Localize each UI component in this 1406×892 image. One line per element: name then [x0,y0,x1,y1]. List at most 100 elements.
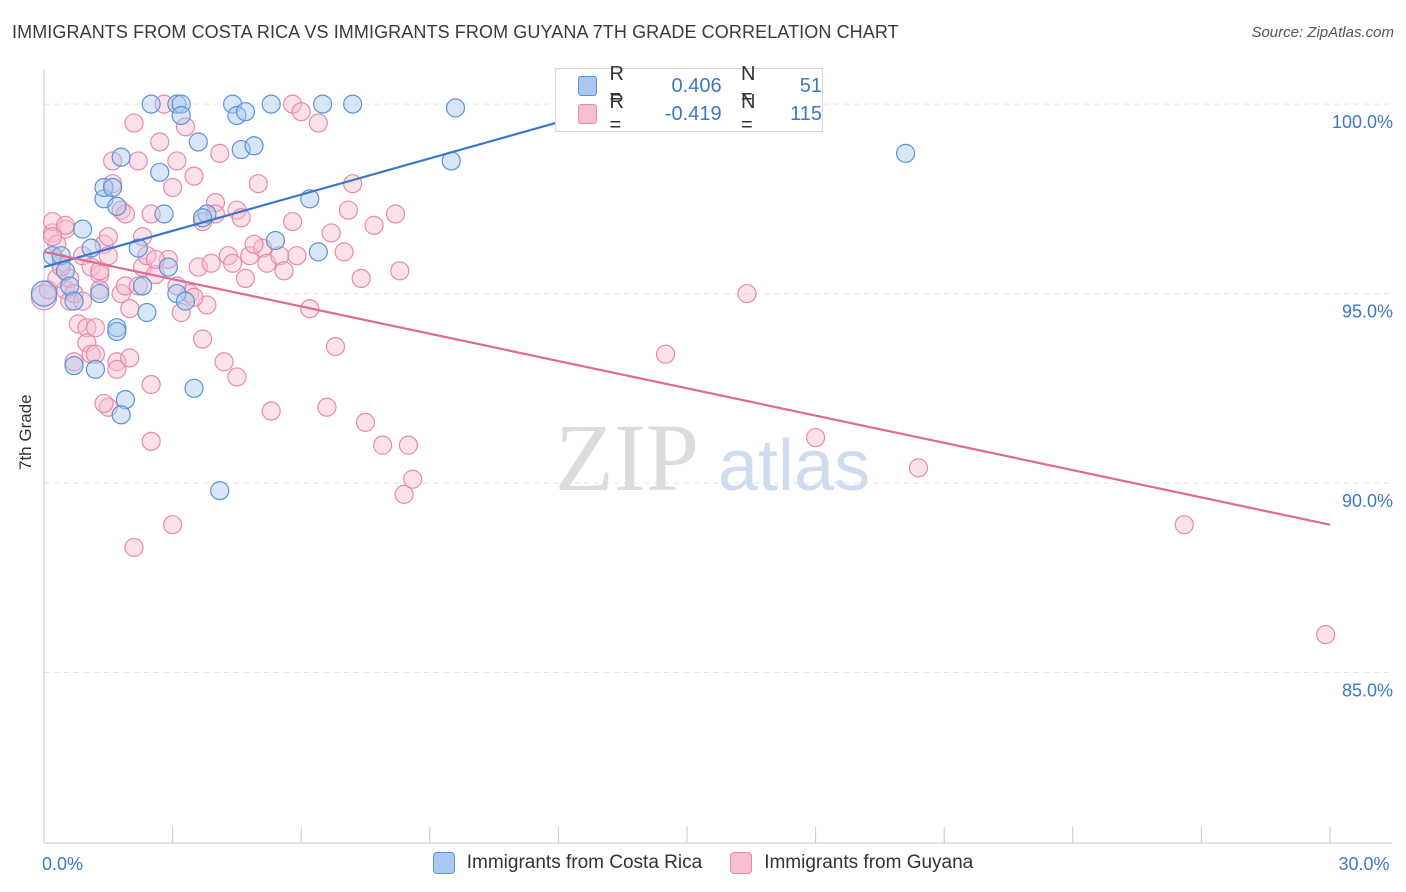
legend-row-guyana: R = -0.419 N = 115 [578,91,822,136]
legend-r-label: R = [609,63,624,108]
guyana-point [107,359,127,379]
guyana-point [283,211,303,232]
guyana-point [141,431,161,451]
costa-rica-point [158,257,178,277]
legend-item-costa-rica[interactable]: Immigrants from Costa Rica [432,852,703,874]
guyana-point [351,268,371,289]
costa-rica-point [150,162,170,182]
costa-rica-point [85,359,106,379]
guyana-point [124,113,144,133]
guyana-point [248,174,268,194]
guyana-point [167,151,187,171]
costa-rica-point [210,481,230,501]
costa-rica-point [171,105,191,126]
costa-rica-trendline [43,103,623,269]
legend-r-label: R = [609,91,624,136]
costa-rica-point [30,280,58,307]
costa-rica-point [231,139,251,160]
costa-rica-point [261,94,281,114]
guyana-point [355,412,376,432]
costa-rica-point [137,302,157,323]
y-tick-label: 100.0% [1332,112,1393,132]
watermark-atlas: atlas [718,426,870,506]
guyana-point [210,143,230,163]
guyana-point [338,200,358,220]
guyana-point [737,283,757,304]
costa-rica-point [235,102,256,122]
stats-legend: R = 0.406 N = 51 R = -0.419 N = 115 [555,63,823,136]
legend-swatch-blue [432,852,455,874]
guyana-trendline [43,250,1331,526]
guyana-point [325,337,346,357]
legend-swatch-blue [578,76,598,96]
guyana-point [90,261,110,281]
guyana-point [42,227,63,247]
guyana-point [201,253,221,273]
x-tick-label: 0.0% [42,854,83,874]
y-tick-label: 85.0% [1342,680,1393,700]
guyana-point [188,257,208,277]
grid-layer [44,103,1392,673]
costa-rica-point [128,238,148,258]
guyana-point [81,344,101,364]
costa-rica-point [107,321,127,342]
costa-rica-point [313,94,333,114]
guyana-point [141,374,161,395]
legend-n-value: 51 [799,74,823,97]
axis-layer [43,70,1392,844]
legend-r-value: -0.419 [664,102,722,125]
guyana-point [94,393,114,414]
guyana-point [334,242,354,262]
tick-labels: 100.0% 95.0% 90.0% 85.0% 0.0% 30.0% [42,112,1393,874]
guyana-point [85,344,106,364]
guyana-point [150,132,170,152]
legend-swatch-pink [578,104,598,124]
guyana-point [321,223,341,243]
guyana-point [1174,515,1194,535]
guyana-point [163,515,183,535]
guyana-point [655,344,676,364]
legend-n-label: N = [741,91,756,136]
guyana-point [223,253,243,273]
guyana-point [373,435,393,455]
guyana-point [235,268,256,289]
guyana-point [107,352,127,372]
guyana-point [805,427,826,448]
guyana-point [908,458,929,478]
costa-rica-point [188,132,208,152]
costa-rica-point [107,196,127,217]
costa-rica-point [111,147,131,167]
costa-rica-point [64,291,84,311]
guyana-point [274,261,294,281]
legend-n-label: N = [741,63,756,108]
y-tick-label: 95.0% [1342,302,1393,322]
guyana-point [193,329,213,349]
watermark: ZIP atlas [555,404,870,511]
series-legend: Immigrants from Costa Rica Immigrants fr… [0,852,1406,874]
guyana-point [163,177,183,198]
guyana-point [128,276,148,296]
costa-rica-point [343,94,363,114]
costa-rica-point [184,378,204,398]
x-tick-label: 30.0% [1338,854,1389,874]
costa-rica-point [171,94,191,114]
costa-rica-points [30,94,916,501]
guyana-point [403,469,423,489]
legend-item-label: Immigrants from Costa Rica [466,852,703,873]
costa-rica-point [175,291,196,311]
guyana-point [308,113,328,133]
costa-rica-point [193,208,213,228]
costa-rica-point [132,276,153,296]
source-credit: Source: ZipAtlas.com [1251,24,1394,41]
costa-rica-point [90,283,110,304]
guyana-point [98,227,118,247]
guyana-point [364,215,384,235]
costa-rica-point [72,219,93,239]
costa-rica-point [115,390,136,410]
costa-rica-point [244,136,264,156]
costa-rica-point [141,94,161,114]
legend-swatch-pink [730,852,753,874]
legend-item-guyana[interactable]: Immigrants from Guyana [730,852,973,874]
guyana-point [120,348,140,368]
legend-item-label: Immigrants from Guyana [764,852,974,873]
